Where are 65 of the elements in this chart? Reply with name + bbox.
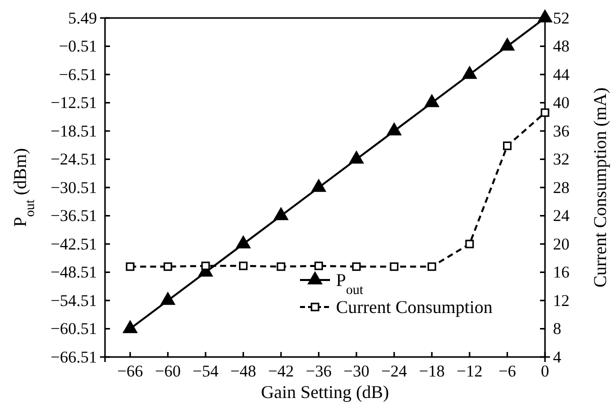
y-tick-label: −66.51: [50, 347, 97, 366]
point: [126, 262, 134, 271]
y2-axis-title: Current Consumption (mA): [590, 88, 610, 288]
y2-tick-label: 4: [553, 347, 562, 366]
x-tick-label: −60: [154, 362, 181, 381]
y-tick-label: −6.51: [58, 64, 97, 84]
y2-tick-label: 48: [553, 36, 570, 56]
x-tick-label: −18: [418, 362, 445, 381]
legend-label: Current Consumption: [336, 297, 492, 317]
point: [236, 236, 250, 248]
y-tick-label: −48.51: [50, 262, 97, 282]
y2-tick-label: 52: [553, 8, 570, 28]
y-tick-label: −30.51: [50, 178, 97, 197]
point: [239, 262, 248, 270]
x-axis-title: Gain Setting (dB): [261, 382, 389, 402]
x-tick-label: −6: [498, 362, 516, 381]
point: [352, 262, 361, 271]
y2-tick-label: 12: [553, 290, 570, 310]
point: [462, 66, 477, 79]
point: [160, 292, 175, 305]
y2-tick-label: 20: [553, 234, 570, 254]
x-tick-label: 0: [540, 362, 550, 381]
point: [387, 122, 402, 136]
point: [276, 262, 286, 271]
point: [390, 262, 398, 271]
y-tick-label: −12.51: [50, 93, 97, 112]
y2-tick-label: 28: [553, 178, 570, 197]
point: [123, 320, 138, 334]
y2-tick-label: 36: [553, 121, 570, 140]
x-tick-label: −66: [117, 362, 144, 381]
point: [201, 262, 210, 270]
y-tick-label: −24.51: [50, 150, 97, 169]
y2-tick-label: 32: [553, 150, 570, 169]
x-tick-label: −24: [381, 362, 408, 381]
y-tick-label: −42.51: [50, 234, 97, 254]
point: [538, 10, 552, 22]
point: [349, 151, 364, 164]
point: [314, 262, 323, 270]
y-tick-label: −54.51: [50, 290, 97, 310]
x-tick-label: −12: [456, 362, 482, 381]
x-tick-label: −48: [230, 362, 256, 381]
point: [428, 262, 436, 271]
x-tick-label: −30: [344, 362, 370, 381]
y-tick-label: 5.49: [68, 8, 97, 28]
point: [465, 240, 474, 248]
x-tick-label: −36: [306, 362, 332, 381]
y2-tick-label: 40: [553, 93, 570, 112]
x-tick-label: −42: [268, 362, 294, 381]
y-tick-label: −18.51: [50, 121, 97, 140]
point: [164, 262, 172, 271]
y2-tick-label: 8: [553, 319, 562, 338]
point: [424, 94, 439, 108]
legend-label: P$_{out}$: [336, 270, 364, 296]
point: [500, 38, 514, 51]
x-tick-label: −54: [192, 362, 218, 381]
y2-tick-label: 44: [553, 64, 570, 84]
y2-tick-label: 24: [553, 206, 570, 226]
y-tick-label: −60.51: [50, 319, 97, 338]
point: [274, 208, 288, 220]
y-tick-label: −36.51: [50, 206, 97, 226]
point: [312, 179, 326, 192]
y2-tick-label: 16: [553, 262, 570, 282]
point: [540, 108, 550, 117]
y-tick-label: −0.51: [58, 36, 97, 56]
point: [503, 142, 512, 150]
